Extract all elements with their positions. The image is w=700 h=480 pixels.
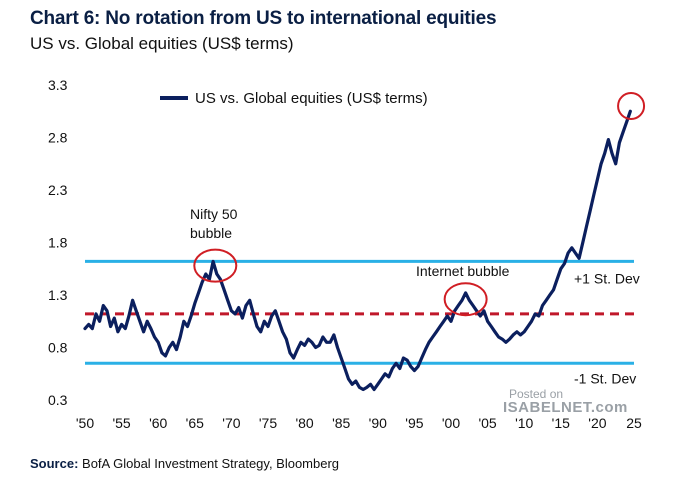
y-tick-label: 2.3 — [48, 182, 68, 198]
annotation-label: Internet bubble — [416, 263, 510, 279]
chart-subtitle: US vs. Global equities (US$ terms) — [30, 34, 294, 53]
x-axis-ticks: '50 '55 '60 '65 '70 '75 '80 '85 '90 '95 '00 '05 '10 '… — [76, 415, 642, 431]
x-tick-label: '90 — [369, 415, 387, 431]
annotation-circle — [443, 282, 488, 317]
y-tick-label: 3.3 — [48, 77, 68, 93]
x-tick-label: '95 — [405, 415, 423, 431]
x-tick-label: '20 — [588, 415, 606, 431]
annotation-label: bubble — [190, 225, 232, 241]
watermark: Posted on ISABELNET.com — [503, 388, 628, 415]
x-tick-label: 25 — [626, 415, 642, 431]
annotations: Nifty 50 bubble Internet bubble — [190, 92, 646, 317]
source-text: BofA Global Investment Strategy, Bloombe… — [82, 456, 340, 471]
x-tick-label: '50 — [76, 415, 94, 431]
y-tick-label: 2.8 — [48, 130, 68, 146]
y-tick-label: 0.3 — [48, 392, 68, 408]
x-tick-label: '85 — [332, 415, 350, 431]
x-tick-label: '00 — [442, 415, 460, 431]
reference-lines: +1 St. Dev -1 St. Dev — [85, 259, 640, 386]
y-tick-label: 1.3 — [48, 287, 68, 303]
x-tick-label: '75 — [259, 415, 277, 431]
x-tick-label: '60 — [149, 415, 167, 431]
source-label: Source: — [30, 456, 79, 471]
watermark-line1: Posted on — [509, 387, 564, 401]
legend: US vs. Global equities (US$ terms) — [160, 90, 428, 107]
x-tick-label: '05 — [478, 415, 496, 431]
annotation-label: Nifty 50 — [190, 206, 238, 222]
y-tick-label: 1.8 — [48, 235, 68, 251]
x-tick-label: '65 — [186, 415, 204, 431]
x-tick-label: '80 — [295, 415, 313, 431]
x-tick-label: '55 — [112, 415, 130, 431]
series-line-0 — [83, 109, 632, 392]
legend-label: US vs. Global equities (US$ terms) — [195, 90, 428, 107]
annotation-circle — [617, 92, 646, 120]
annotation-circle — [193, 248, 238, 283]
watermark-line2: ISABELNET.com — [503, 399, 628, 416]
y-axis-ticks: 3.3 2.8 2.3 1.8 1.3 0.8 0.3 — [48, 77, 68, 408]
x-tick-label: '10 — [515, 415, 533, 431]
x-tick-label: '15 — [552, 415, 570, 431]
chart-title: Chart 6: No rotation from US to internat… — [30, 8, 497, 29]
source-note: Source: BofA Global Investment Strategy,… — [30, 456, 339, 471]
series-group — [83, 109, 632, 392]
minus-1-sd-label: -1 St. Dev — [574, 370, 636, 386]
y-tick-label: 0.8 — [48, 340, 68, 356]
plus-1-sd-label: +1 St. Dev — [574, 270, 640, 286]
x-tick-label: '70 — [222, 415, 240, 431]
